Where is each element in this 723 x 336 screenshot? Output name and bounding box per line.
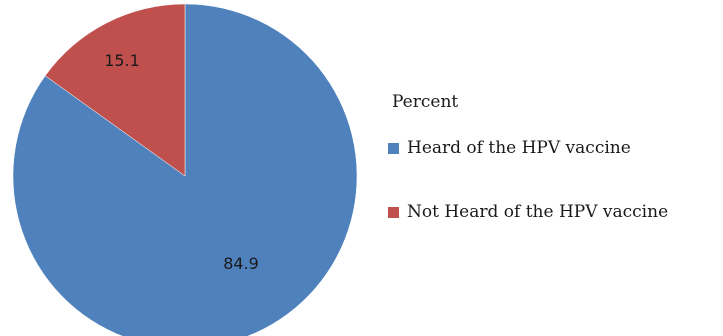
legend-title: Percent [392, 92, 459, 112]
legend-swatch-heard [388, 142, 399, 154]
data-label-not-heard: 15.1 [104, 51, 140, 70]
legend-entry-not-heard: Not Heard of the HPV vaccine [388, 202, 668, 222]
pie-slice-not-heard [44, 3, 186, 177]
pie-slice-heard [12, 3, 358, 336]
legend-label-not-heard: Not Heard of the HPV vaccine [407, 202, 669, 222]
data-label-heard: 84.9 [223, 254, 259, 273]
legend-label-heard: Heard of the HPV vaccine [407, 138, 631, 158]
legend-swatch-not-heard [388, 206, 399, 218]
legend: Percent Heard of the HPV vaccine Not Hea… [388, 92, 668, 222]
legend-entry-heard: Heard of the HPV vaccine [388, 138, 668, 158]
